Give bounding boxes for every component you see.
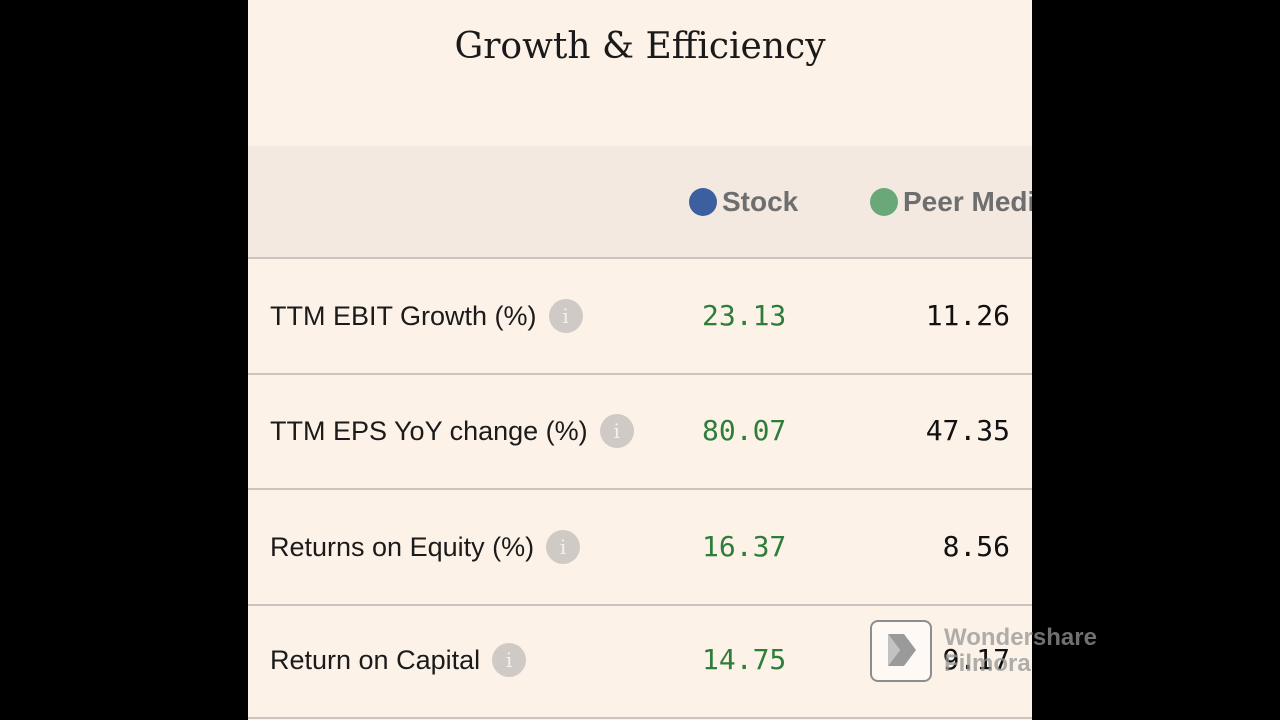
legend-stock-label: Stock — [722, 186, 799, 217]
info-icon[interactable]: i — [546, 530, 581, 564]
table-header-row: Stock Peer Medi — [248, 146, 1032, 259]
info-icon[interactable]: i — [599, 414, 634, 448]
metric-label: TTM EPS YoY change (%) — [270, 415, 588, 446]
metric-label-row: Returns on Equity (%) i — [270, 530, 581, 564]
metric-label-row: Return on Capital i — [270, 643, 527, 677]
peer-value: 9.17 — [942, 643, 1010, 676]
peer-value: 47.35 — [925, 414, 1010, 447]
section-title: Growth & Efficiency — [454, 26, 826, 67]
peer-dot-icon — [870, 188, 898, 216]
stock-value: 16.37 — [702, 530, 787, 563]
table-row: Returns on Equity (%) i 16.37 8.56 — [248, 490, 1032, 606]
stock-value: 23.13 — [702, 299, 787, 332]
stock-value: 80.07 — [702, 414, 787, 447]
peer-value: 8.56 — [942, 530, 1010, 563]
growth-efficiency-panel: Growth & Efficiency Stock Peer Medi TTM … — [248, 0, 1032, 720]
table-row: TTM EPS YoY change (%) i 80.07 47.35 — [248, 374, 1032, 490]
metric-label: TTM EBIT Growth (%) — [270, 300, 537, 331]
table-row: TTM EBIT Growth (%) i 23.13 11.26 — [248, 259, 1032, 375]
metric-label: Returns on Equity (%) — [270, 531, 535, 562]
legend-stock: Stock — [689, 186, 798, 218]
peer-value: 11.26 — [925, 299, 1010, 332]
table-row: Return on Capital i 14.75 9.17 — [248, 603, 1032, 719]
metric-label: Return on Capital — [270, 644, 481, 675]
info-icon[interactable]: i — [548, 299, 583, 333]
metric-label-row: TTM EPS YoY change (%) i — [270, 414, 634, 448]
legend-peer-label: Peer Medi — [903, 186, 1032, 217]
legend-peer: Peer Medi — [870, 186, 1032, 218]
stock-dot-icon — [689, 188, 717, 216]
metric-label-row: TTM EBIT Growth (%) i — [270, 299, 583, 333]
stock-value: 14.75 — [702, 643, 787, 676]
info-icon[interactable]: i — [492, 643, 527, 677]
